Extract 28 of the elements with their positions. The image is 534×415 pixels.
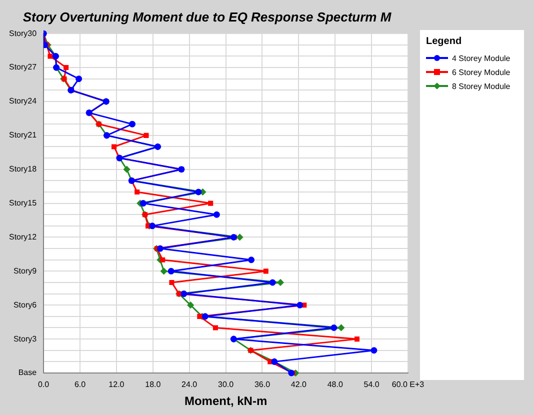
x-tick-label: 6.0 — [74, 380, 86, 390]
x-tick-label: 36.0 — [254, 380, 271, 390]
x-tick-label: 48.0 — [327, 380, 344, 390]
x-tick-label: 30.0 — [218, 380, 234, 390]
x-tick-label: 0.0 — [38, 380, 50, 390]
y-tick-label: Story15 — [8, 198, 38, 208]
y-tick-label: Story3 — [13, 334, 38, 344]
legend-title: Legend — [426, 36, 463, 47]
x-tick-label: 60.0 E+3 — [392, 380, 425, 390]
y-tick-label: Story9 — [13, 266, 38, 276]
chart-title: Story Overtuning Moment due to EQ Response Specturm M — [22, 9, 392, 24]
y-tick-label: Story18 — [8, 164, 38, 174]
y-tick-label: Story12 — [8, 232, 38, 242]
legend-label: 6 Storey Module — [452, 68, 510, 76]
y-tick-label: Base — [18, 368, 38, 378]
x-tick-label: 18.0 — [145, 380, 162, 390]
x-axis-title: Moment, kN-m — [184, 394, 268, 408]
y-tick-label: Story27 — [8, 62, 38, 72]
y-tick-label: Story21 — [8, 130, 38, 140]
y-tick-label: Story24 — [8, 96, 38, 106]
y-tick-label: Story6 — [13, 300, 38, 310]
x-tick-label: 42.0 — [290, 380, 308, 390]
legend-label: 8 Storey Module — [452, 82, 510, 90]
x-tick-label: 12.0 — [108, 380, 125, 390]
x-tick-label: 54.0 — [364, 380, 380, 390]
x-tick-label: 24.0 — [182, 380, 198, 390]
y-tick-label: Story30 — [8, 28, 38, 38]
legend-label: 4 Storey Module — [452, 54, 510, 62]
